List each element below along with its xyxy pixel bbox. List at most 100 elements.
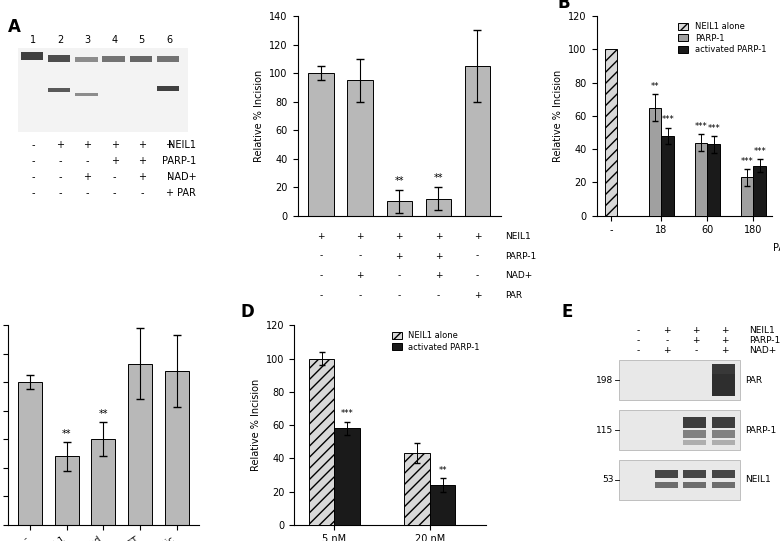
Text: B: B [558,0,570,12]
Bar [712,364,735,396]
Y-axis label: Relative % Incision: Relative % Incision [254,70,264,162]
Text: -: - [167,172,171,182]
Text: PARP-1 (nM): PARP-1 (nM) [774,242,780,252]
Text: -: - [359,252,362,261]
Text: -: - [694,346,697,355]
Text: +: + [434,232,442,241]
Text: PARP-1: PARP-1 [750,336,780,345]
Text: -: - [58,172,62,182]
Text: +: + [395,252,403,261]
Bar [404,453,430,525]
Text: +: + [356,232,364,241]
Text: -: - [437,292,440,300]
Text: ***: *** [753,147,766,156]
Bar [741,177,753,216]
Bar [661,136,674,216]
Text: +: + [111,140,119,150]
Text: 2: 2 [57,35,63,45]
Bar [649,108,661,216]
Bar [712,482,735,488]
Text: +: + [663,326,671,335]
Text: +: + [692,326,700,335]
Bar [683,482,706,488]
Bar [75,93,98,96]
Text: NAD+: NAD+ [167,172,196,182]
Text: NEIL1: NEIL1 [505,232,530,241]
Text: PAR: PAR [746,375,763,385]
Text: -: - [319,292,323,300]
Legend: NEIL1 alone, activated PARP-1: NEIL1 alone, activated PARP-1 [390,329,481,353]
Text: -: - [86,188,89,197]
Bar [48,88,70,92]
Text: 4: 4 [112,35,118,45]
Text: -: - [476,252,479,261]
Bar [102,56,125,62]
Bar [465,66,490,216]
Text: 6: 6 [166,35,172,45]
Text: -: - [636,336,640,345]
Text: -: - [319,272,323,280]
Text: PAR: PAR [177,188,196,197]
Bar [157,56,179,62]
Text: -: - [31,140,35,150]
Text: -: - [113,172,116,182]
Text: +: + [721,326,729,335]
Text: +: + [395,232,403,241]
Text: +: + [165,188,173,197]
Text: +: + [165,140,173,150]
Text: -: - [140,188,144,197]
Text: -: - [167,156,171,166]
Text: +: + [138,172,146,182]
Bar [712,364,735,374]
Bar [18,382,42,525]
Text: +: + [663,346,671,355]
Text: -: - [665,336,668,345]
Bar [712,440,735,445]
Text: D: D [241,304,255,321]
Text: +: + [434,252,442,261]
Text: ***: *** [707,123,720,133]
Text: E: E [562,304,573,321]
Text: **: ** [434,173,443,183]
Bar [157,86,179,91]
Bar [683,417,706,428]
Text: 3: 3 [84,35,90,45]
Text: +: + [721,346,729,355]
Text: ***: *** [661,115,674,124]
Text: +: + [317,232,324,241]
Bar [712,430,735,438]
Text: ***: *** [695,122,707,131]
Bar [91,439,115,525]
Bar [695,142,707,216]
Bar [309,359,335,525]
Bar [712,417,735,428]
Text: NEIL1: NEIL1 [168,140,196,150]
Text: -: - [636,346,640,355]
Text: -: - [58,188,62,197]
Bar [619,410,739,450]
Text: **: ** [395,176,404,186]
Bar [426,199,451,216]
Text: **: ** [651,82,659,91]
Legend: NEIL1 alone, PARP-1, activated PARP-1: NEIL1 alone, PARP-1, activated PARP-1 [676,21,768,56]
Bar [712,470,735,478]
Text: +: + [83,140,91,150]
Text: ***: *** [741,157,753,166]
Text: -: - [476,272,479,280]
Bar [48,55,70,62]
Y-axis label: Relative % Incision: Relative % Incision [250,379,261,471]
Text: NAD+: NAD+ [505,272,532,280]
Bar [619,460,739,500]
Text: +: + [111,156,119,166]
Text: -: - [31,172,35,182]
Text: +: + [721,336,729,345]
Text: **: ** [98,410,108,419]
Bar [347,80,373,216]
Text: **: ** [438,466,447,475]
Text: +: + [138,140,146,150]
Text: NAD+: NAD+ [750,346,777,355]
Bar [129,56,152,62]
Text: -: - [398,292,401,300]
Text: PARP-1: PARP-1 [746,426,777,434]
Bar [75,57,98,62]
